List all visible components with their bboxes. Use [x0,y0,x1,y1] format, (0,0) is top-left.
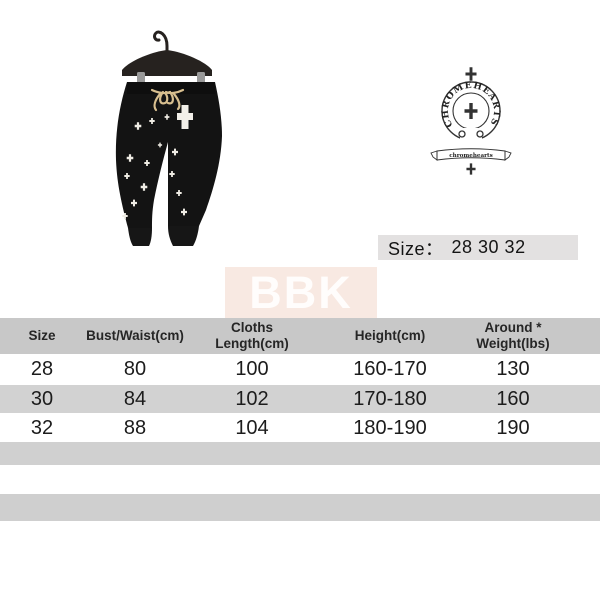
drawstring [150,88,185,112]
size-options-label: Size： 28 30 32 [378,235,578,260]
cell: 88 [123,417,147,439]
logo-banner-text: chromehearts [449,153,493,159]
product-photo [115,30,222,246]
brand-logo: CHROMEHEARTS chromehearts [430,67,512,175]
horseshoe-end [476,130,484,138]
horseshoe-end [458,130,466,138]
cell: 100 [235,357,269,380]
watermark-text: BBK [249,266,353,318]
left-cuff [128,228,152,246]
col-header-height: Height(cm) [354,328,426,343]
empty-table-band [0,442,600,465]
cell: 180-190 [353,417,427,439]
col-header-size: Size [28,328,56,343]
size-chart-table: Size Bust/Waist(cm) Cloths Length(cm) He… [0,318,600,443]
center-cross-icon [464,103,478,119]
table-row-size-30: 30 84 102 170-180 160 [0,384,600,414]
cell: 160-170 [353,357,427,380]
watermark-band: BBK [225,267,377,318]
cell: 170-180 [353,387,427,410]
cell: 104 [235,417,269,439]
cell: 30 [30,387,54,410]
cell: 32 [30,417,54,439]
logo-banner: chromehearts [430,148,512,161]
cell: 80 [123,357,147,380]
table-header-row: Size Bust/Waist(cm) Cloths Length(cm) He… [0,318,600,354]
cell: 160 [496,387,530,410]
sweatpants [115,82,222,246]
size-label-caption: Size： [388,238,444,259]
col-header-bust-waist: Bust/Waist(cm) [86,328,184,343]
size-label-values: 28 30 32 [451,237,526,257]
cell: 84 [123,387,147,410]
table-row-size-28: 28 80 100 160-170 130 [0,354,600,384]
table-row-size-32: 32 88 104 180-190 190 [0,414,600,443]
hanger [122,30,212,87]
large-cross-patch [177,105,193,129]
right-cuff [168,226,199,246]
waistband [127,82,215,94]
cell: 130 [496,357,530,380]
col-header-around-weight: Around * Weight(lbs) [476,320,550,351]
cell: 28 [30,357,54,380]
col-header-cloths-length: Cloths Length(cm) [215,320,289,351]
cell: 102 [235,387,269,410]
top-cross-icon [465,67,477,81]
cell: 190 [496,417,530,439]
horseshoe-ring: CHROMEHEARTS [441,81,501,142]
empty-table-band [0,494,600,521]
bottom-cross-icon [466,163,476,175]
